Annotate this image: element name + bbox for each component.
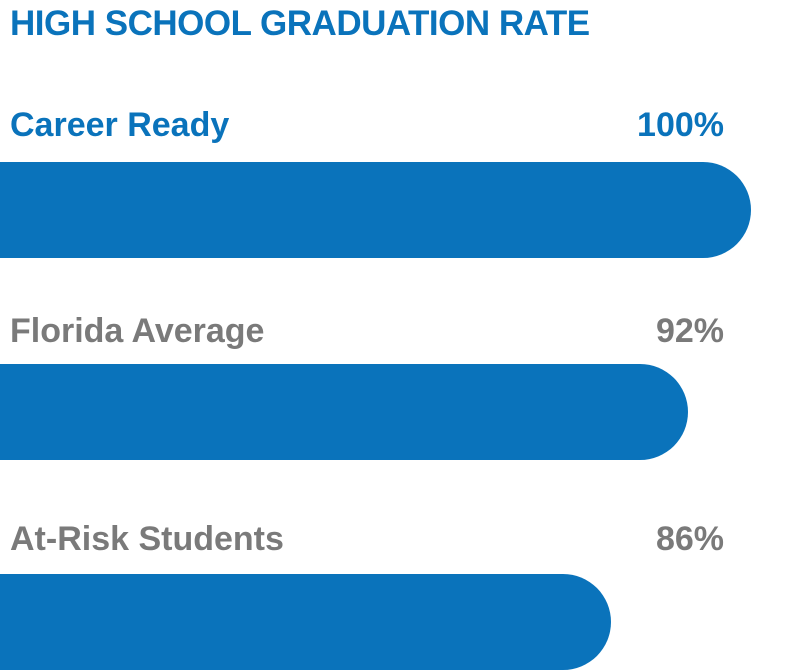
value-label-at-risk-students: 86% — [655, 520, 724, 558]
bar-at-risk-students — [0, 574, 611, 670]
value-label-career-ready: 100% — [637, 106, 724, 144]
chart-title: HIGH SCHOOL GRADUATION RATE — [10, 4, 590, 43]
category-label-at-risk-students: At-Risk Students — [10, 520, 284, 558]
category-label-florida-average: Florida Average — [10, 312, 265, 350]
value-label-florida-average: 92% — [655, 312, 724, 350]
bar-career-ready — [0, 162, 751, 258]
bar-florida-average — [0, 364, 688, 460]
category-label-career-ready: Career Ready — [10, 106, 230, 144]
